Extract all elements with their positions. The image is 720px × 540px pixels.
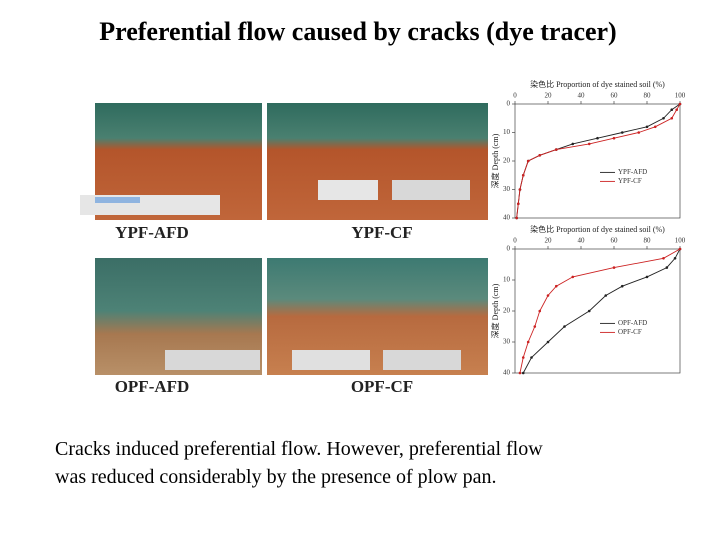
data-point xyxy=(637,131,641,134)
legend-label: YPF-CF xyxy=(618,177,642,185)
x-tick-label: 40 xyxy=(578,237,586,245)
data-point xyxy=(587,142,591,146)
data-point xyxy=(612,136,616,140)
legend-label: OPF-AFD xyxy=(618,319,647,327)
slide-title: Preferential flow caused by cracks (dye … xyxy=(99,17,616,46)
photo xyxy=(95,258,262,375)
photo-label: OPF-AFD xyxy=(115,377,190,396)
data-point xyxy=(620,284,624,288)
data-point xyxy=(596,136,599,140)
data-line xyxy=(516,103,681,219)
plot-frame xyxy=(514,103,681,219)
data-point xyxy=(530,356,533,359)
x-tick-label: 60 xyxy=(611,92,619,100)
data-point xyxy=(662,257,665,260)
data-line xyxy=(522,248,681,374)
data-point xyxy=(554,284,558,288)
caption-line: Cracks induced preferential flow. Howeve… xyxy=(55,438,543,460)
data-point xyxy=(533,325,537,328)
data-point xyxy=(515,216,518,220)
data-line xyxy=(519,248,681,374)
data-point xyxy=(645,275,649,279)
data-point xyxy=(620,131,624,134)
caption-line: was reduced considerably by the presence… xyxy=(55,466,497,488)
data-point xyxy=(518,188,522,191)
data-point xyxy=(563,325,566,328)
axis-title: 染色比 Proportion of dye stained soil (%) xyxy=(530,224,665,234)
data-line xyxy=(516,103,681,219)
photo xyxy=(80,103,262,220)
x-tick-label: 80 xyxy=(644,237,652,245)
data-point xyxy=(526,340,530,344)
y-tick-label: 0 xyxy=(507,245,511,253)
data-point xyxy=(518,371,522,375)
data-point xyxy=(587,309,591,313)
data-point xyxy=(521,173,525,177)
data-point xyxy=(678,102,682,106)
y-tick-label: 30 xyxy=(503,185,511,193)
data-point xyxy=(571,142,575,146)
photo-label: YPF-AFD xyxy=(115,223,189,242)
y-tick-label: 40 xyxy=(503,214,511,222)
data-point xyxy=(662,116,665,120)
x-tick-label: 100 xyxy=(675,237,686,245)
x-tick-label: 0 xyxy=(513,92,517,100)
data-point xyxy=(673,257,677,260)
x-tick-label: 40 xyxy=(578,92,586,100)
data-point xyxy=(571,275,575,279)
data-point xyxy=(521,356,525,359)
y-tick-label: 0 xyxy=(507,100,511,108)
data-point xyxy=(675,108,678,111)
data-point xyxy=(546,340,550,344)
data-point xyxy=(670,108,674,111)
data-point xyxy=(670,116,674,120)
photo xyxy=(267,258,488,375)
y-tick-label: 20 xyxy=(503,157,511,165)
photo-label: YPF-CF xyxy=(351,223,412,242)
photo xyxy=(267,103,488,220)
data-point xyxy=(517,202,520,206)
data-point xyxy=(546,294,550,297)
data-point xyxy=(604,294,608,297)
data-point xyxy=(665,266,669,269)
data-point xyxy=(538,154,542,157)
data-point xyxy=(678,247,682,251)
y-tick-label: 10 xyxy=(503,276,511,284)
y-tick-label: 30 xyxy=(503,338,511,346)
x-tick-label: 80 xyxy=(644,92,652,100)
data-point xyxy=(653,125,657,129)
data-point xyxy=(526,159,530,163)
data-point xyxy=(521,371,525,375)
x-tick-label: 100 xyxy=(675,92,686,100)
x-tick-label: 20 xyxy=(545,92,553,100)
legend-label: YPF-AFD xyxy=(618,168,647,176)
data-point xyxy=(538,309,542,313)
legend-label: OPF-CF xyxy=(618,328,642,336)
y-tick-label: 20 xyxy=(503,307,511,315)
axis-title: 染色比 Proportion of dye stained soil (%) xyxy=(530,79,665,89)
data-point xyxy=(645,125,649,129)
data-point xyxy=(612,266,616,269)
photo-label: OPF-CF xyxy=(351,377,413,396)
axis-title: 深度 Depth (cm) xyxy=(490,283,500,338)
x-tick-label: 20 xyxy=(545,237,553,245)
y-tick-label: 10 xyxy=(503,128,511,136)
y-tick-label: 40 xyxy=(503,369,511,377)
data-point xyxy=(554,148,558,151)
x-tick-label: 60 xyxy=(611,237,619,245)
axis-title: 深度 Depth (cm) xyxy=(490,133,500,188)
x-tick-label: 0 xyxy=(513,237,517,245)
